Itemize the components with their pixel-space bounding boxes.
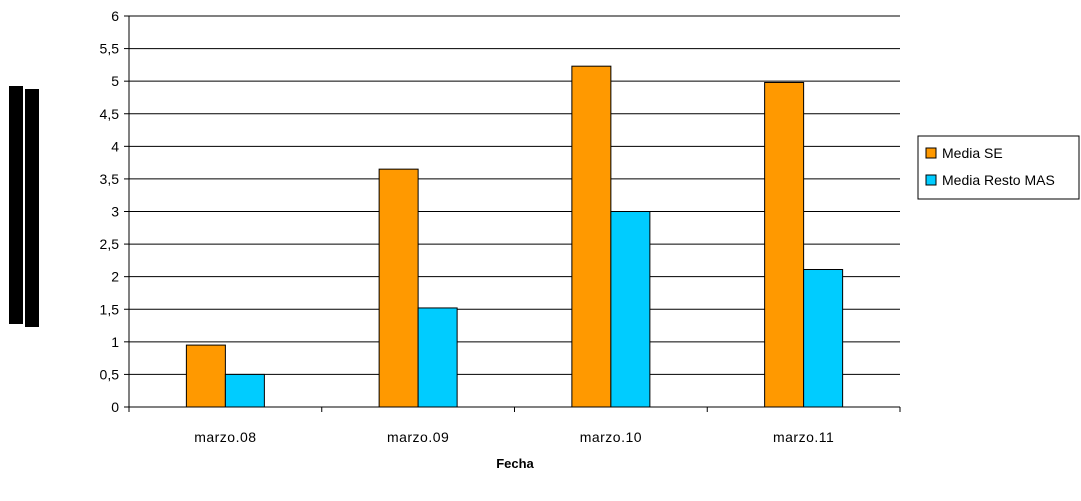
y-axis-tick-labels: 0 0,5 1 1,5 2 2,5 3 3,5 4 4,5 5 5,5 6 [100,8,120,415]
x-category-label: marzo.09 [387,429,449,445]
bar-media-se-marzo-11 [764,81,805,408]
y-tick-label: 3 [111,204,119,220]
bar-media-se-marzo-10 [571,65,612,408]
y-tick-label: 1,5 [100,301,120,317]
gridlines [129,15,900,375]
redacted-y-axis-title-bar [25,89,39,327]
legend-label-media-resto-mas: Media Resto MAS [942,172,1055,188]
axes [124,15,901,412]
y-tick-label: 3,5 [100,171,120,187]
bar-media-resto-mas-marzo-08 [224,373,265,408]
bar-media-resto-mas-marzo-09 [417,307,458,408]
y-tick-label: 5 [111,73,119,89]
y-tick-label: 4,5 [100,106,120,122]
x-category-label: marzo.08 [194,429,256,445]
y-tick-label: 2,5 [100,236,120,252]
legend-frame [917,135,1080,200]
x-axis-category-labels: marzo.08 marzo.09 marzo.10 marzo.11 [194,429,834,445]
y-tick-label: 0 [111,399,119,415]
y-tick-label: 0,5 [100,366,120,382]
bars [185,65,844,408]
y-tick-label: 6 [111,8,119,24]
legend: Media SE Media Resto MAS [917,135,1080,200]
x-category-label: marzo.10 [580,429,642,445]
y-tick-label: 4 [111,138,119,154]
legend-swatch-media-resto-mas [925,174,937,186]
bar-media-resto-mas-marzo-10 [610,211,651,408]
legend-swatch-media-se [925,147,937,159]
y-tick-label: 5,5 [100,41,120,57]
legend-label-media-se: Media SE [942,145,1003,161]
x-axis-title: Fecha [496,456,534,471]
y-tick-label: 2 [111,269,119,285]
redacted-y-axis-title-bar [9,86,23,324]
x-category-label: marzo.11 [773,429,834,445]
bar-media-se-marzo-09 [378,168,419,408]
bar-media-resto-mas-marzo-11 [803,268,844,408]
y-tick-label: 1 [111,334,119,350]
bar-media-se-marzo-08 [185,344,226,408]
